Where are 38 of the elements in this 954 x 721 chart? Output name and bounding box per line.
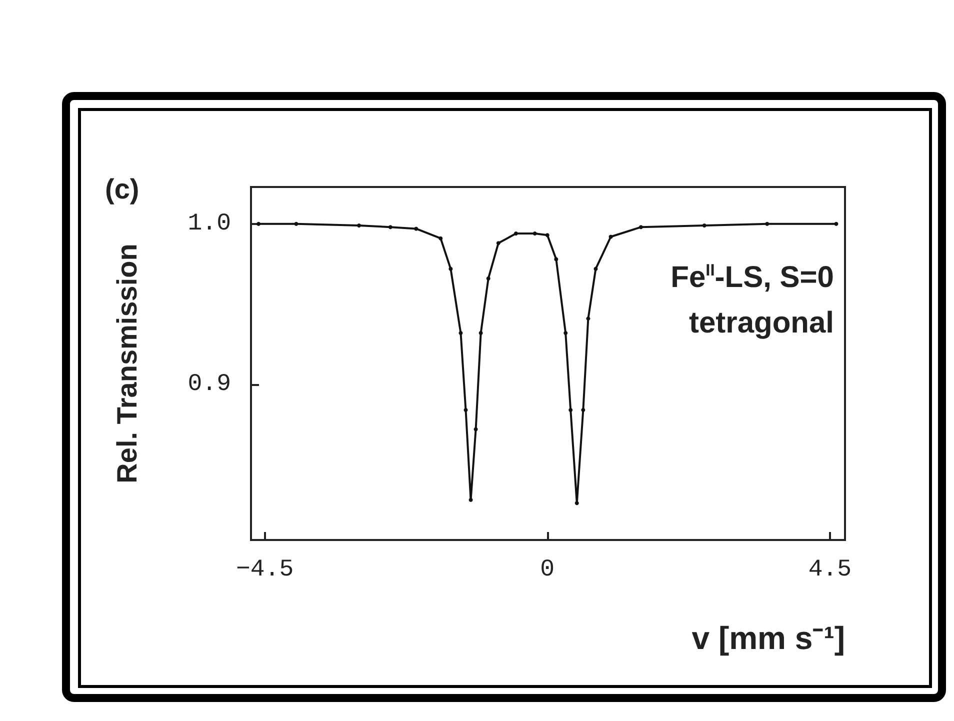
point xyxy=(581,408,586,412)
point xyxy=(545,233,550,238)
y-tick-label: 1.0 xyxy=(188,210,231,238)
point xyxy=(357,224,361,228)
y-axis-title: Rel. Transmission xyxy=(112,244,142,484)
x-tick-label: 0 xyxy=(540,556,555,584)
point xyxy=(468,498,473,502)
point xyxy=(564,331,568,336)
point xyxy=(256,222,261,226)
point xyxy=(834,222,838,226)
point xyxy=(478,331,483,336)
point xyxy=(514,232,518,236)
point xyxy=(574,501,579,506)
x-tick-label: 4.5 xyxy=(808,556,852,584)
point xyxy=(638,225,643,230)
point xyxy=(448,266,453,271)
y-tick-label: 0.9 xyxy=(188,370,231,398)
point xyxy=(496,241,500,246)
chart-title: (c) xyxy=(105,174,140,204)
x-axis-title: v [mm s⁻¹] xyxy=(692,620,845,656)
point xyxy=(486,276,490,280)
point xyxy=(554,257,558,262)
point xyxy=(608,234,613,239)
point xyxy=(474,427,478,432)
point xyxy=(294,222,298,226)
point xyxy=(586,316,590,321)
point xyxy=(702,224,706,228)
point xyxy=(464,408,468,412)
point xyxy=(532,232,537,236)
x-tick-label: −4.5 xyxy=(236,556,294,584)
point xyxy=(594,266,598,271)
point xyxy=(388,225,392,230)
point xyxy=(438,236,443,240)
point xyxy=(568,408,573,412)
point xyxy=(765,222,770,226)
annotation: tetragonal xyxy=(688,306,834,340)
point xyxy=(458,331,463,336)
point xyxy=(414,226,418,231)
